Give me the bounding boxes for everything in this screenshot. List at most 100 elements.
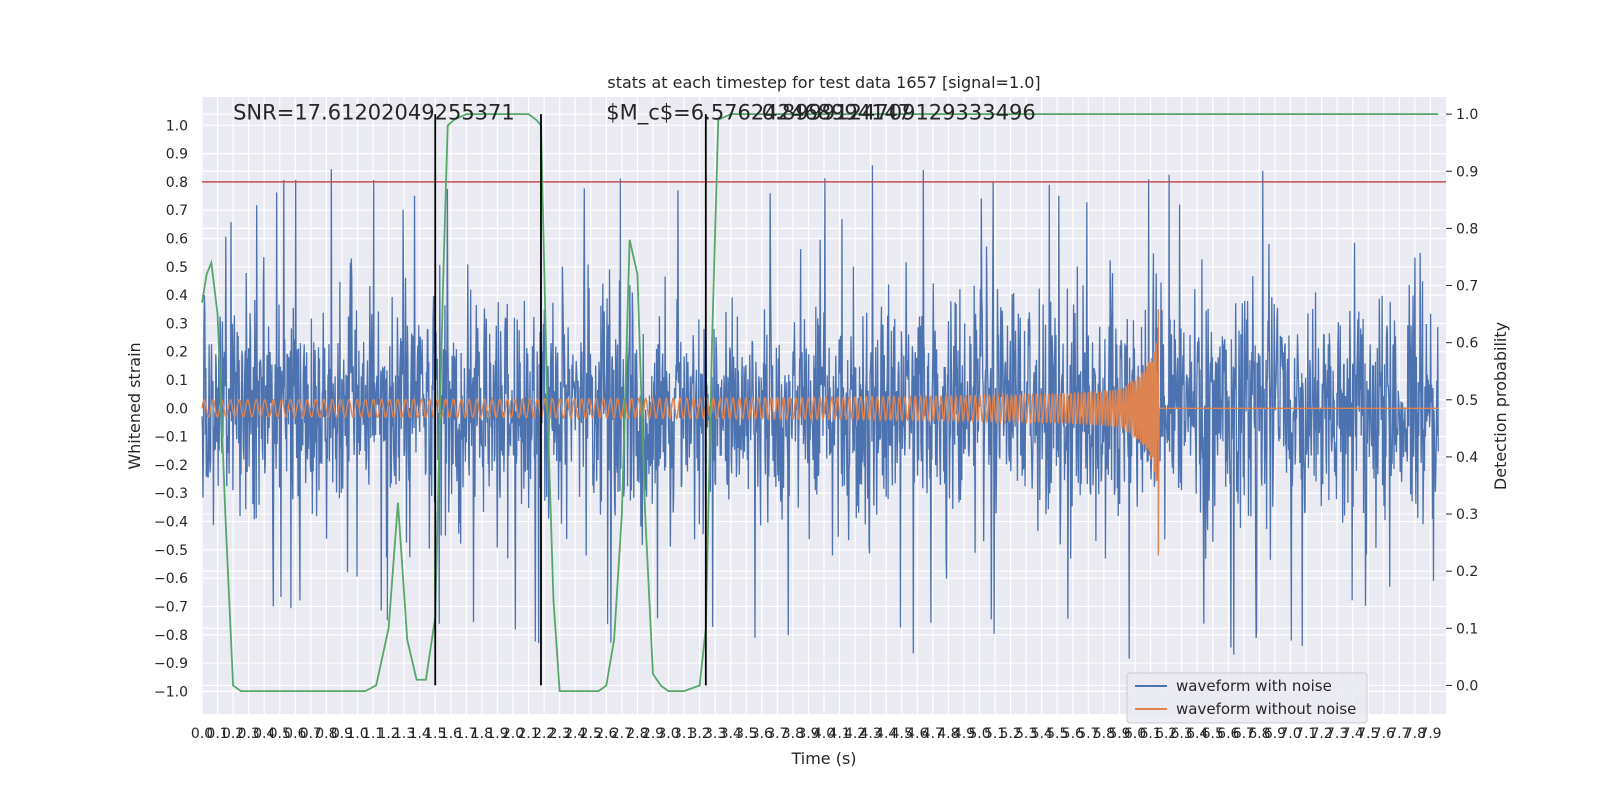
- x-tick-label: 7.7: [1388, 726, 1410, 742]
- y-tick-label-right: 0.5: [1456, 393, 1478, 409]
- y-tick-label-left: −0.2: [154, 458, 188, 474]
- y-tick-label-left: −1.0: [154, 684, 188, 700]
- x-tick-label: 1.7: [455, 726, 477, 742]
- x-tick-label: 0.8: [315, 726, 337, 742]
- x-tick-label: 7.1: [1295, 726, 1317, 742]
- x-tick-label: 2.2: [533, 726, 555, 742]
- x-tick-label: 7.6: [1373, 726, 1395, 742]
- y-tick-label-left: −0.3: [154, 486, 188, 502]
- legend: waveform with noise waveform without noi…: [1126, 672, 1368, 724]
- x-tick-label: 4.8: [937, 726, 959, 742]
- y-tick-label-left: −0.4: [154, 515, 188, 531]
- x-tick-label: 2.8: [626, 726, 648, 742]
- x-tick-label: 2.3: [549, 726, 571, 742]
- x-tick-label: 1.8: [471, 726, 493, 742]
- x-tick-label: 5.8: [1093, 726, 1115, 742]
- x-tick-label: 5.3: [1015, 726, 1037, 742]
- x-tick-label: 7.5: [1357, 726, 1379, 742]
- x-tick-label: 1.0: [346, 726, 368, 742]
- y-tick-label-left: −0.8: [154, 628, 188, 644]
- x-tick-label: 5.6: [1062, 726, 1084, 742]
- x-tick-label: 1.3: [393, 726, 415, 742]
- series-line-noise: [201, 165, 1439, 659]
- x-tick-label: 7.2: [1310, 726, 1332, 742]
- x-tick-label: 3.2: [688, 726, 710, 742]
- x-tick-label: 0.9: [331, 726, 353, 742]
- x-tick-label: 4.7: [922, 726, 944, 742]
- legend-label-clean: waveform without noise: [1176, 700, 1356, 718]
- y-tick-label-right: 0.2: [1456, 564, 1478, 580]
- x-tick-label: 0.3: [238, 726, 260, 742]
- x-tick-label: 5.4: [1031, 726, 1053, 742]
- x-tick-label: 4.0: [813, 726, 835, 742]
- probability-series: [201, 113, 1439, 693]
- marker-layer: [434, 114, 707, 686]
- legend-label-noise: waveform with noise: [1176, 677, 1332, 695]
- x-tick-label: 2.7: [611, 726, 633, 742]
- x-tick-label: 1.2: [377, 726, 399, 742]
- x-tick-label: 3.5: [735, 726, 757, 742]
- x-tick-label: 4.3: [860, 726, 882, 742]
- y-tick-label-left: −0.6: [154, 571, 188, 587]
- y-tick-label-left: 0.0: [166, 401, 188, 417]
- y-tick-label-right: 1.0: [1456, 107, 1478, 123]
- y-tick-label-left: −0.9: [154, 656, 188, 672]
- x-tick-label: 0.5: [269, 726, 291, 742]
- y-tick-label-right: 0.0: [1456, 678, 1478, 694]
- x-tick-label: 2.9: [642, 726, 664, 742]
- x-tick-label: 5.0: [968, 726, 990, 742]
- noise-series: [201, 165, 1439, 659]
- legend-box: [1126, 672, 1368, 724]
- x-tick-label: 0.7: [300, 726, 322, 742]
- x-tick-label: 4.4: [875, 726, 897, 742]
- x-tick-label: 2.0: [502, 726, 524, 742]
- y-axis-label-left: Whitened strain: [125, 342, 144, 469]
- x-tick-label: 1.1: [362, 726, 384, 742]
- x-tick-label: 6.3: [1171, 726, 1193, 742]
- x-tick-label: 6.2: [1155, 726, 1177, 742]
- y-tick-label-left: 1.0: [166, 118, 188, 134]
- x-tick-label: 7.4: [1342, 726, 1364, 742]
- x-tick-label: 2.5: [580, 726, 602, 742]
- x-tick-label: 5.1: [984, 726, 1006, 742]
- x-tick-label: 2.6: [595, 726, 617, 742]
- x-tick-label: 4.5: [891, 726, 913, 742]
- x-tick-label: 6.5: [1202, 726, 1224, 742]
- x-tick-label: 4.6: [906, 726, 928, 742]
- clean-series: [201, 309, 1439, 556]
- y-tick-label-left: 0.3: [166, 316, 188, 332]
- y-tick-label-left: 0.2: [166, 345, 188, 361]
- x-tick-label: 3.4: [720, 726, 742, 742]
- y-tick-label-right: 0.7: [1456, 279, 1478, 295]
- x-tick-label: 0.1: [206, 726, 228, 742]
- x-axis-label: Time (s): [790, 749, 856, 768]
- x-tick-label: 6.6: [1217, 726, 1239, 742]
- x-tick-label: 3.9: [797, 726, 819, 742]
- x-tick-label: 7.8: [1404, 726, 1426, 742]
- y-tick-label-left: −0.1: [154, 430, 188, 446]
- x-tick-label: 4.1: [828, 726, 850, 742]
- x-tick-label: 3.8: [782, 726, 804, 742]
- x-tick-label: 5.9: [1108, 726, 1130, 742]
- x-tick-label: 1.6: [440, 726, 462, 742]
- x-tick-label: 0.4: [253, 726, 275, 742]
- x-tick-label: 1.5: [424, 726, 446, 742]
- tick-layer: 0.00.10.20.30.40.50.60.70.80.91.01.11.21…: [154, 107, 1478, 742]
- y-tick-label-right: 0.1: [1456, 621, 1478, 637]
- annotation-text: $M_c$=6.576242468994147: [606, 101, 911, 126]
- y-tick-label-right: 0.6: [1456, 336, 1478, 352]
- y-tick-label-left: 0.6: [166, 232, 188, 248]
- x-tick-label: 3.6: [751, 726, 773, 742]
- series-line-probability: [201, 113, 1439, 693]
- annotation-text: 0.8999124709129333496: [762, 101, 1036, 125]
- x-tick-label: 0.6: [284, 726, 306, 742]
- y-tick-label-left: 0.4: [166, 288, 188, 304]
- y-tick-label-left: 0.7: [166, 203, 188, 219]
- x-tick-label: 6.8: [1248, 726, 1270, 742]
- x-tick-label: 3.3: [704, 726, 726, 742]
- x-tick-label: 5.5: [1046, 726, 1068, 742]
- chart-title: stats at each timestep for test data 165…: [607, 73, 1040, 92]
- x-tick-label: 4.9: [953, 726, 975, 742]
- y-tick-label-left: 0.1: [166, 373, 188, 389]
- y-tick-label-right: 0.4: [1456, 450, 1478, 466]
